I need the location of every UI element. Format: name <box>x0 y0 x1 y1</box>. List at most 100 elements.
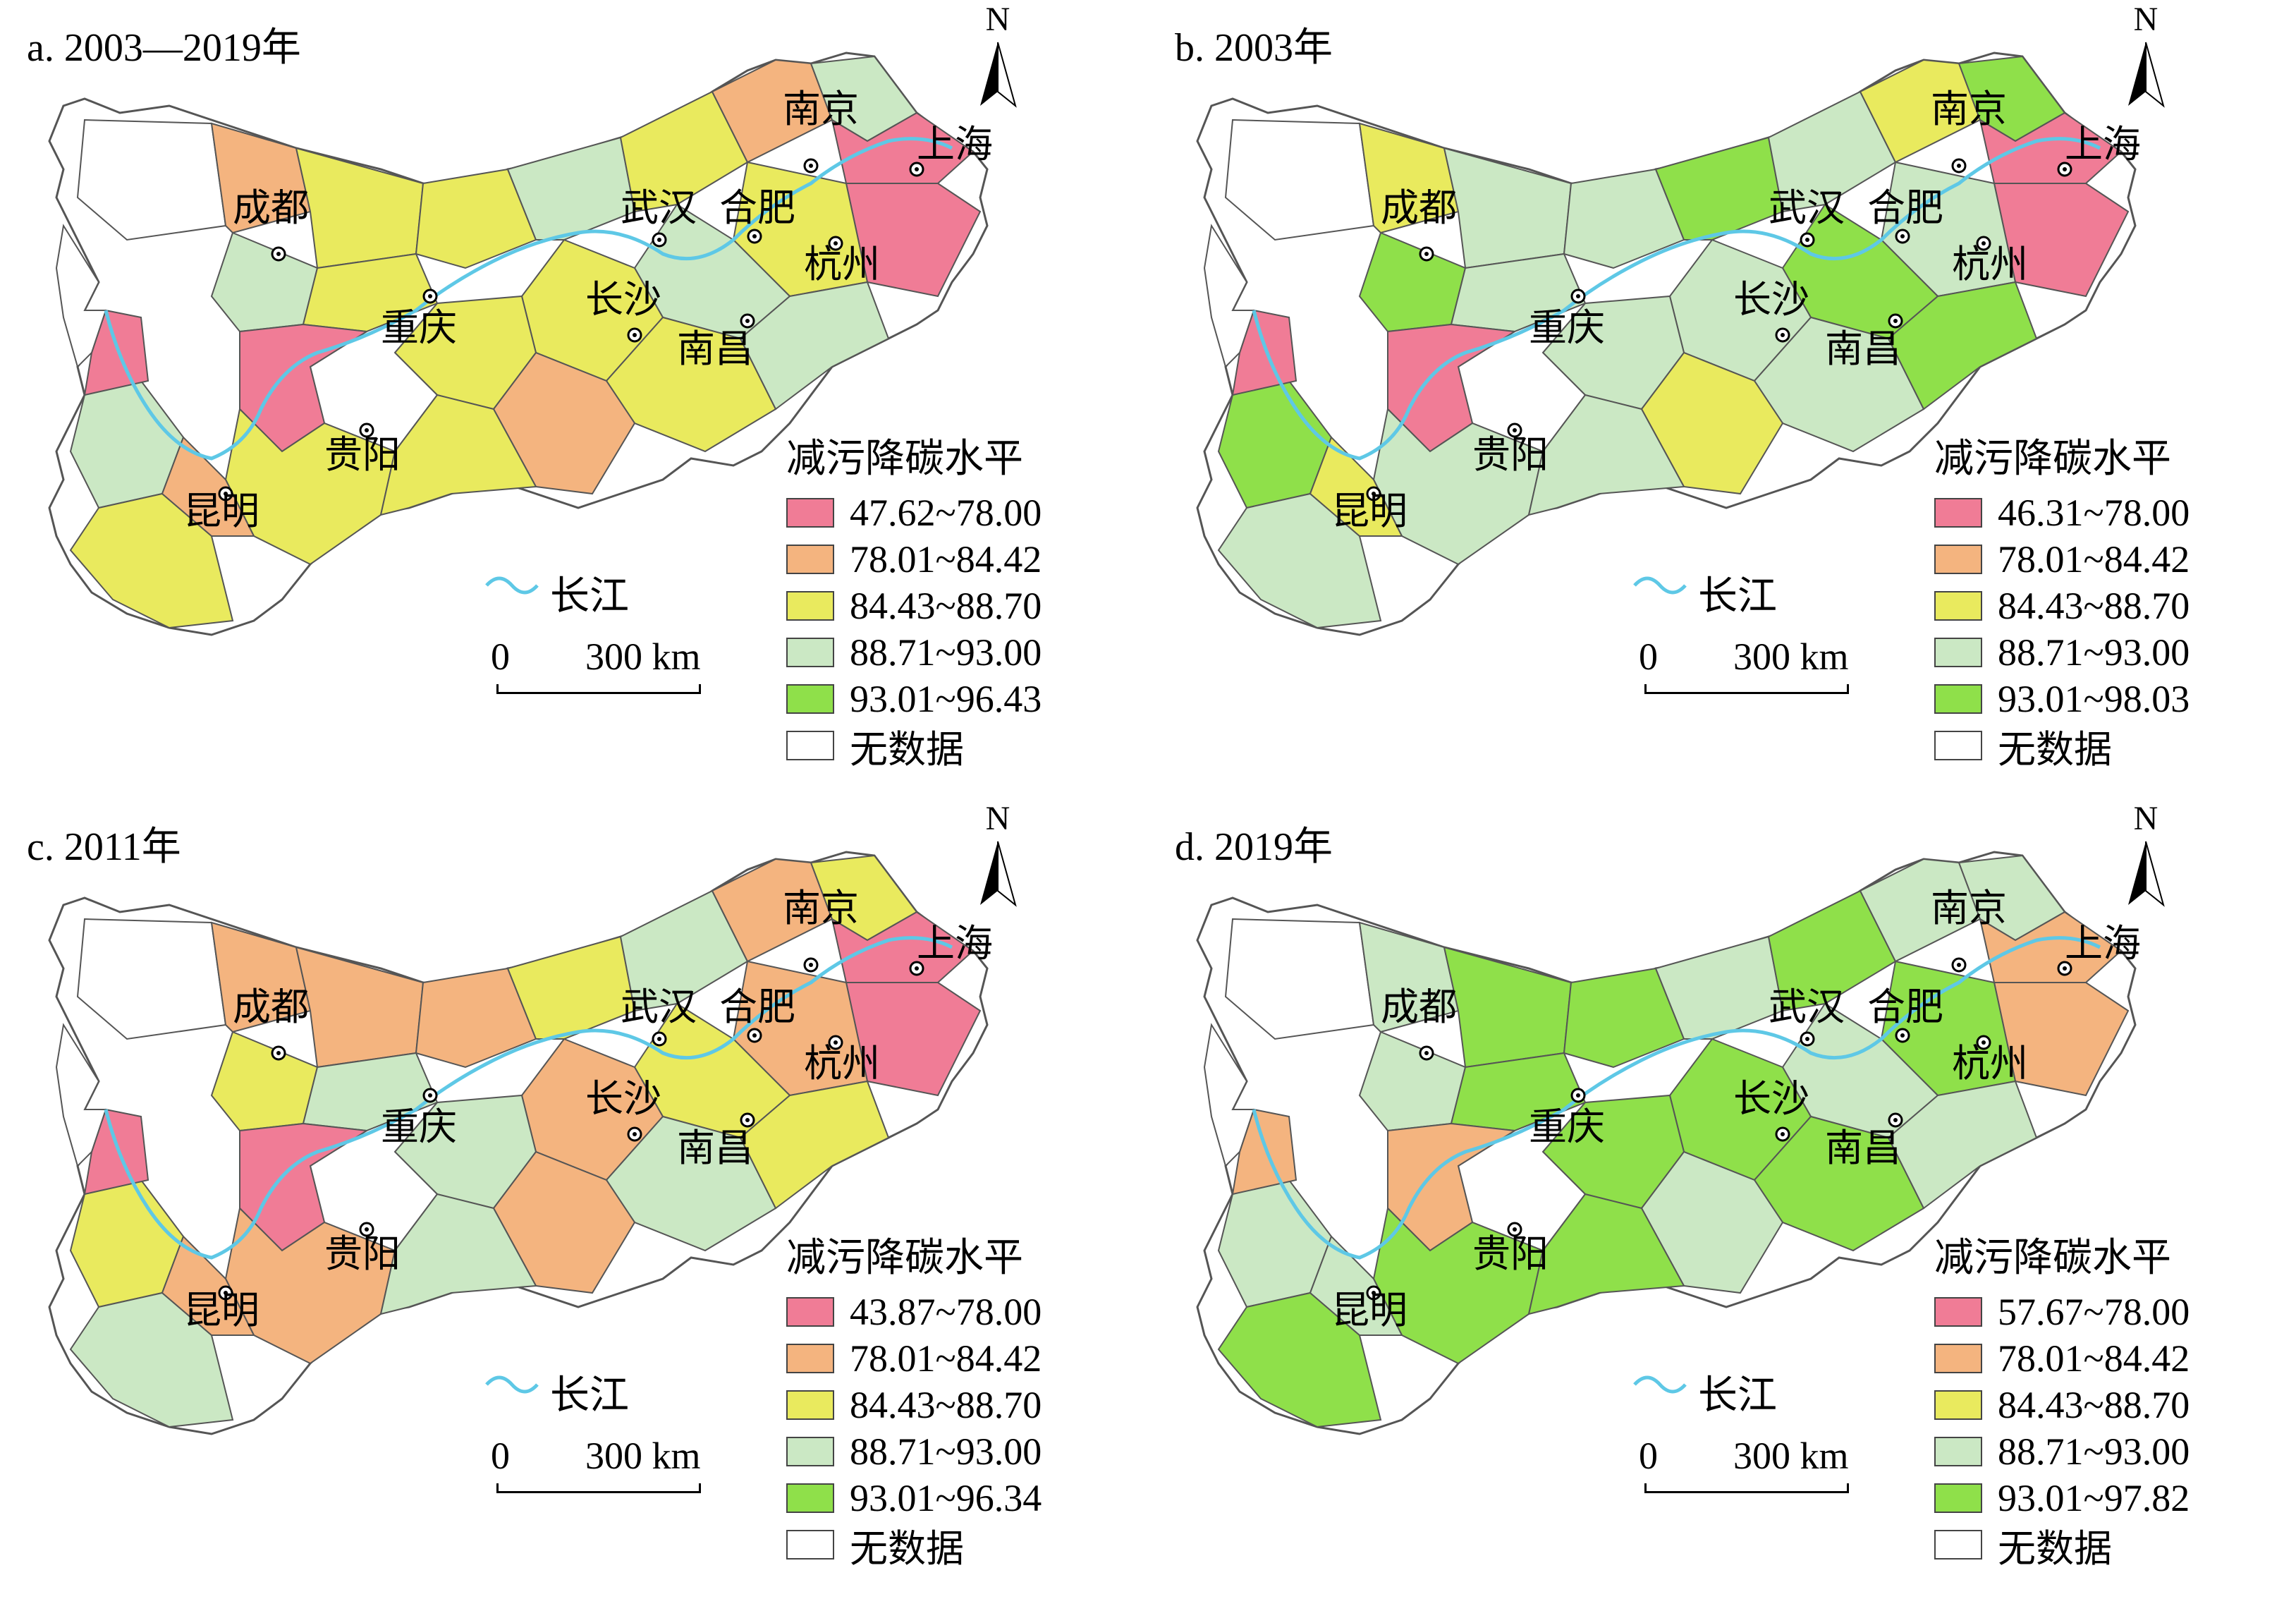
city-marker-dot <box>809 164 813 168</box>
scale-bar-line <box>1644 684 1849 694</box>
legend-swatch <box>786 498 834 528</box>
legend-swatch <box>1934 1344 1982 1373</box>
legend-label: 84.43~88.70 <box>850 1384 1042 1426</box>
city-label-chengdu: 成都 <box>233 985 309 1029</box>
scale-distance-label: 300 km <box>1733 636 1849 678</box>
region-polygon <box>1654 136 1784 241</box>
legend-swatch <box>786 591 834 621</box>
map-panel-b: b. 2003年 N 成都 重庆 武汉 合肥 南京 上海 杭州 长沙 南昌 贵阳 昆明 长江 0 300 km… <box>1148 0 2296 799</box>
legend-item: 88.71~93.00 <box>786 1428 1042 1475</box>
region-polygon <box>1767 90 1897 213</box>
city-label-nanchang: 南昌 <box>677 327 753 371</box>
scale-zero-label: 0 <box>491 636 510 678</box>
legend-label: 57.67~78.00 <box>1998 1291 2190 1333</box>
river-legend: 长江 <box>487 1363 629 1421</box>
scale-zero-label: 0 <box>1639 636 1658 678</box>
scale-zero-label: 0 <box>491 1435 510 1477</box>
city-label-changsha: 长沙 <box>1733 1076 1809 1121</box>
legend-item: 47.62~78.00 <box>786 490 1042 536</box>
river-legend-label: 长江 <box>1698 1373 1777 1418</box>
river-legend: 长江 <box>487 564 629 621</box>
legend-label: 无数据 <box>1998 726 2112 772</box>
legend-swatch <box>1934 1437 1982 1466</box>
region-polygon <box>1358 122 1460 234</box>
city-marker-dot <box>276 1051 281 1055</box>
city-label-kunming: 昆明 <box>183 1288 259 1332</box>
city-label-kunming: 昆明 <box>1331 1288 1407 1332</box>
north-arrow: N <box>2114 799 2178 905</box>
legend-swatch <box>1934 731 1982 760</box>
legend-item: 78.01~84.42 <box>1934 1335 2190 1382</box>
city-label-nanjing: 南京 <box>1931 886 2007 930</box>
scale-bar-line <box>1644 1483 1849 1493</box>
city-label-nanjing: 南京 <box>783 886 859 930</box>
map-svg <box>1196 841 2165 1435</box>
city-label-hefei: 合肥 <box>1867 985 1943 1029</box>
region-polygon <box>739 281 890 411</box>
north-label: N <box>985 1 1010 38</box>
legend-label: 88.71~93.00 <box>1998 1430 2190 1473</box>
legend-swatch <box>1934 591 1982 621</box>
city-label-nanjing: 南京 <box>783 87 859 131</box>
legend-label: 88.71~93.00 <box>850 1430 1042 1473</box>
legend-item: 84.43~88.70 <box>1934 583 2190 629</box>
legend-item-nodata: 无数据 <box>1934 722 2190 772</box>
scale-distance-label: 300 km <box>585 636 701 678</box>
legend-title: 减污降碳水平 <box>1934 1235 2171 1281</box>
region-polygon <box>739 1080 890 1210</box>
legend-item: 88.71~93.00 <box>1934 1428 2190 1475</box>
city-marker-dot <box>1781 1132 1785 1136</box>
region-polygon <box>415 168 537 269</box>
map-panel-a: a. 2003—2019年 N 成都 重庆 武汉 合肥 南京 上海 杭州 长沙 南昌 贵阳 昆明 长江 0 3… <box>0 0 1148 799</box>
yangtze-river <box>1252 936 2101 1260</box>
city-label-guiyang: 贵阳 <box>1472 1232 1549 1276</box>
north-arrow-icon-half <box>997 42 1017 108</box>
city-marker-dot <box>1981 1040 1986 1045</box>
legend-title: 减污降碳水平 <box>1934 436 2171 482</box>
city-label-hefei: 合肥 <box>719 186 795 230</box>
legend-item: 84.43~88.70 <box>786 583 1042 629</box>
city-label-kunming: 昆明 <box>183 489 259 533</box>
river-legend-icon <box>1633 1375 1687 1394</box>
legend-item-nodata: 无数据 <box>786 722 1042 772</box>
legend-item: 84.43~88.70 <box>786 1382 1042 1428</box>
city-marker-dot <box>657 1037 661 1041</box>
river-legend-label: 长江 <box>550 573 629 619</box>
legend-label: 无数据 <box>1998 1526 2112 1571</box>
city-marker-dot <box>1900 1033 1905 1038</box>
city-label-nanjing: 南京 <box>1931 87 2007 131</box>
legend-item: 93.01~97.82 <box>1934 1475 2190 1521</box>
north-arrow-icon <box>980 841 998 905</box>
scale-bar-line <box>496 1483 701 1493</box>
region-polygon <box>1563 967 1685 1069</box>
region-polygon <box>1527 394 1685 516</box>
city-marker-dot <box>833 241 838 245</box>
region-polygon <box>1203 224 1255 368</box>
region-polygon <box>55 224 107 368</box>
city-marker-dot <box>365 1227 369 1232</box>
city-label-chengdu: 成都 <box>1381 985 1457 1029</box>
legend-swatch <box>786 684 834 714</box>
city-marker-dot <box>1900 234 1905 238</box>
panel-title: d. 2019年 <box>1175 825 1333 869</box>
city-marker-dot <box>633 1132 637 1136</box>
city-label-chengdu: 成都 <box>1381 186 1457 230</box>
region-polygon <box>379 1193 537 1315</box>
river-legend-icon <box>485 576 539 595</box>
legend-label: 46.31~78.00 <box>1998 492 2190 534</box>
north-arrow-icon-half <box>2145 841 2165 907</box>
city-marker-dot <box>224 1291 228 1295</box>
legend-label: 78.01~84.42 <box>1998 538 2190 580</box>
region-polygon <box>210 122 312 234</box>
legend: 减污降碳水平 46.31~78.00 78.01~84.42 84.43~88.70 8… <box>1934 427 2190 772</box>
region-polygon <box>1767 889 1897 1012</box>
city-label-wuhan: 武汉 <box>621 186 697 230</box>
north-arrow: N <box>966 799 1030 905</box>
legend-label: 84.43~88.70 <box>1998 1384 2190 1426</box>
region-polygon <box>1309 1235 1403 1336</box>
city-marker-dot <box>1424 252 1429 256</box>
legend-swatch <box>1934 1530 1982 1560</box>
scale-bar-line <box>496 684 701 694</box>
region-polygon <box>55 1023 107 1167</box>
north-arrow-icon-half <box>2145 42 2165 108</box>
